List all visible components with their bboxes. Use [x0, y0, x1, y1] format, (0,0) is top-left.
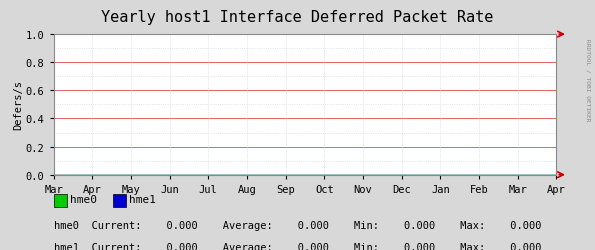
Text: hme0: hme0 [70, 194, 96, 204]
Text: hme1: hme1 [129, 194, 156, 204]
Text: hme1  Current:    0.000    Average:    0.000    Min:    0.000    Max:    0.000: hme1 Current: 0.000 Average: 0.000 Min: … [54, 242, 541, 250]
Y-axis label: Defers/s: Defers/s [13, 80, 23, 130]
Text: hme0  Current:    0.000    Average:    0.000    Min:    0.000    Max:    0.000: hme0 Current: 0.000 Average: 0.000 Min: … [54, 220, 541, 230]
Bar [54, 194, 67, 207]
Text: Yearly host1 Interface Deferred Packet Rate: Yearly host1 Interface Deferred Packet R… [101, 10, 494, 25]
Bar [113, 194, 126, 207]
Text: RRDTOOL / TOBI OETIKER: RRDTOOL / TOBI OETIKER [585, 39, 590, 121]
